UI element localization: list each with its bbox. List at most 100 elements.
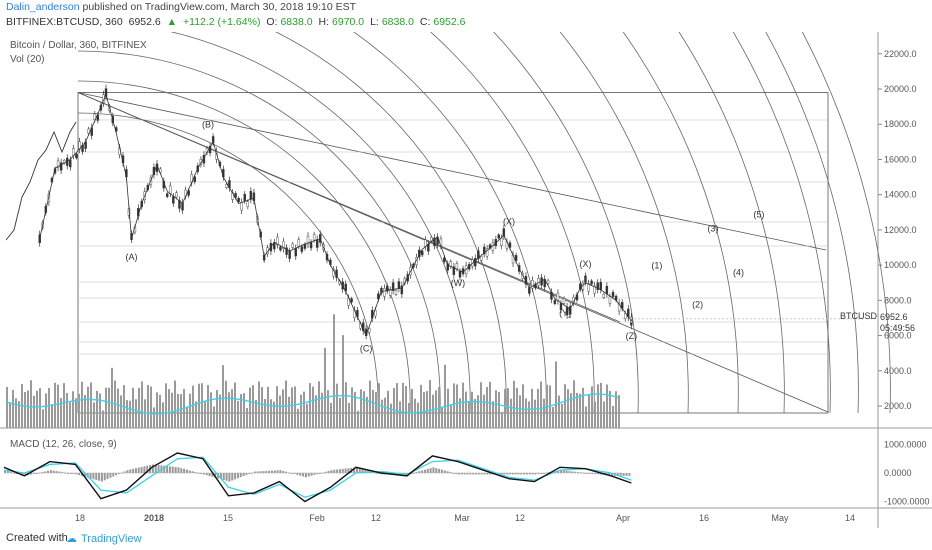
volume-bar xyxy=(477,395,479,428)
candle-body xyxy=(608,296,612,304)
volume-bar xyxy=(195,401,197,428)
macd-hist-bar xyxy=(418,471,421,473)
volume-bar xyxy=(246,407,248,428)
macd-hist-bar xyxy=(457,473,460,475)
volume-bar xyxy=(120,395,122,428)
gann-box xyxy=(77,32,891,414)
volume-bar xyxy=(564,384,566,428)
volume-bar xyxy=(96,390,98,428)
candle-body xyxy=(187,190,190,196)
macd-hist-bar xyxy=(355,467,358,473)
volume-bar xyxy=(276,386,278,428)
volume-bar xyxy=(603,401,605,428)
candle-body xyxy=(624,313,627,319)
macd-hist-bar xyxy=(188,470,191,473)
candle-body xyxy=(383,288,386,297)
wave-label: (C) xyxy=(360,343,373,353)
macd-hist-bar xyxy=(123,471,126,473)
volume-bar xyxy=(399,401,401,428)
volume-bar xyxy=(102,410,104,428)
volume-bar xyxy=(432,394,434,428)
macd-hist-bar xyxy=(438,468,441,473)
macd-hist-bar xyxy=(304,473,307,478)
macd-hist-bar xyxy=(537,473,540,474)
macd-hist-bar xyxy=(234,473,237,480)
macd-hist-bar xyxy=(500,473,503,475)
publish-info: published on TradingView.com, March 30, … xyxy=(82,1,357,13)
volume-bar xyxy=(18,401,20,428)
macd-hist-bar xyxy=(310,473,313,476)
macd-hist-bar xyxy=(421,470,424,473)
macd-hist-bar xyxy=(180,468,183,473)
macd-tick-label: -1000.0000 xyxy=(884,497,930,507)
candle-body xyxy=(312,234,316,241)
macd-hist-bar xyxy=(66,473,69,474)
macd-hist-bar xyxy=(44,471,47,473)
macd-hist-bar xyxy=(319,473,322,474)
volume-bar xyxy=(471,391,473,428)
author-link[interactable]: Dalin_anderson xyxy=(6,1,80,13)
time-tick-label: 16 xyxy=(699,513,709,523)
wave-label: (W) xyxy=(451,278,466,288)
volume-bar xyxy=(513,380,515,428)
tradingview-logo[interactable]: ☁ TradingView xyxy=(66,532,142,545)
macd-hist-bar xyxy=(429,468,432,473)
volume-bar xyxy=(36,390,38,428)
volume-bar xyxy=(6,386,8,428)
macd-hist-bar xyxy=(542,473,545,474)
volume-bar xyxy=(252,385,254,428)
candle-body xyxy=(400,285,404,295)
macd-hist-bar xyxy=(506,473,509,475)
price-series xyxy=(5,84,633,340)
volume-bar xyxy=(267,386,269,428)
volume-bar xyxy=(201,383,203,428)
volume-bar xyxy=(465,391,467,428)
volume-bar xyxy=(258,381,260,428)
macd-hist-bar xyxy=(327,470,330,473)
macd-hist-bar xyxy=(72,473,75,474)
macd-hist-bar xyxy=(92,473,95,480)
close-value: 6952.6 xyxy=(433,16,466,28)
wave-label: (Z) xyxy=(626,331,638,341)
volume-bar xyxy=(216,390,218,428)
low-label: L: xyxy=(370,16,379,28)
price-chart[interactable]: 2000.0 4000.0 6000.0 8000.0 10000.0 12000.0 14… xyxy=(0,32,932,528)
volume-bar xyxy=(231,389,233,428)
brand-name: TradingView xyxy=(81,533,142,545)
volume-bar xyxy=(213,406,215,428)
gann-arc xyxy=(622,32,739,414)
price-change: +112.2 (+1.64%) xyxy=(183,16,261,28)
macd-hist-bar xyxy=(463,473,466,475)
macd-hist-bar xyxy=(100,473,103,482)
time-tick-label: Mar xyxy=(454,513,470,523)
volume-bar xyxy=(375,392,377,428)
volume-bar xyxy=(504,388,506,428)
gann-arc xyxy=(275,32,507,414)
time-tick-label: 18 xyxy=(75,513,85,523)
volume-bar xyxy=(468,401,470,428)
candle-body xyxy=(559,303,563,311)
volume-bar xyxy=(126,400,128,428)
volume-bar xyxy=(168,389,170,428)
volume-bar xyxy=(363,391,365,428)
macd-hist-bar xyxy=(259,471,262,473)
footer: Created with ☁ TradingView xyxy=(0,528,932,550)
macd-hist-bar xyxy=(435,468,438,473)
volume-bar xyxy=(393,388,395,428)
volume-bar xyxy=(234,382,236,428)
volume-bar xyxy=(552,407,554,428)
candle-body xyxy=(285,247,288,255)
macd-hist-bar xyxy=(610,473,613,476)
gann-fan-line xyxy=(77,92,827,251)
volume-bar xyxy=(351,387,353,428)
macd-axis: 1000.0000 0.0000 -1000.0000 xyxy=(884,440,930,507)
gann-arc xyxy=(77,50,441,414)
candle-body xyxy=(96,114,100,121)
macd-hist-bar xyxy=(202,473,205,475)
macd-hist-bar xyxy=(474,473,477,475)
volume-bar xyxy=(561,403,563,428)
time-tick-label: Apr xyxy=(616,513,630,523)
volume-bar xyxy=(57,384,59,428)
gann-arc xyxy=(678,32,785,414)
macd-hist-bar xyxy=(486,473,489,475)
